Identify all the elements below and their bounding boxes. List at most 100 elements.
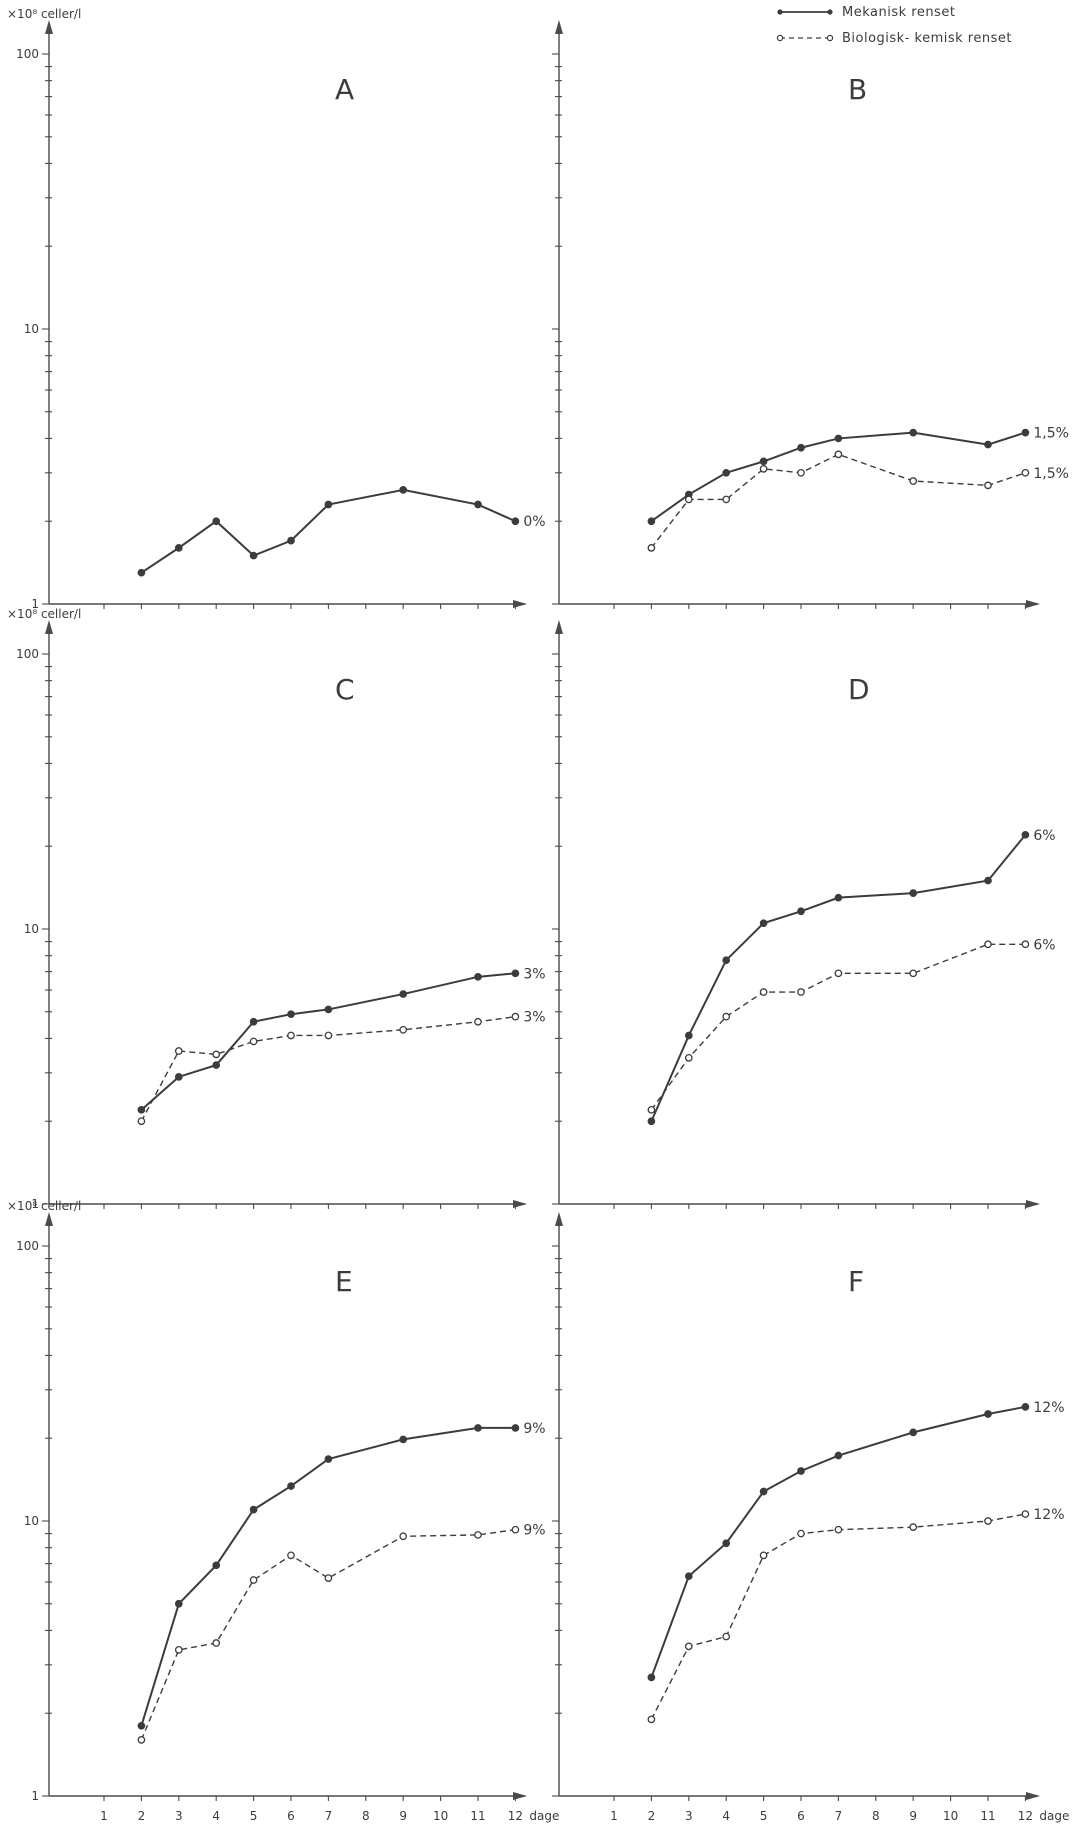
y-axis-arrow xyxy=(555,620,563,634)
data-point-biologisk xyxy=(511,1525,520,1534)
data-point-biologisk xyxy=(759,1551,768,1560)
x-tick-label: 5 xyxy=(760,1809,768,1823)
data-point-biologisk xyxy=(834,1525,843,1534)
data-point-biologisk xyxy=(647,544,656,552)
legend-dashed-marker-right xyxy=(826,34,834,42)
data-point-mekanisk xyxy=(1021,428,1030,437)
series-end-label: 1,5% xyxy=(1033,426,1069,442)
data-point-biologisk xyxy=(759,988,768,996)
legend-solid-marker-right xyxy=(827,9,833,15)
data-point-mekanisk xyxy=(287,1482,295,1490)
data-point-biologisk xyxy=(1021,940,1030,949)
y-axis-arrow xyxy=(555,20,563,34)
data-point-biologisk xyxy=(137,1736,146,1744)
data-point-mekanisk xyxy=(287,536,295,545)
panel-d: D 6% 6% xyxy=(552,620,1056,1209)
data-point-biologisk xyxy=(511,1012,520,1021)
data-point-mekanisk xyxy=(647,1673,656,1682)
data-point-mekanisk xyxy=(174,1599,183,1608)
data-point-biologisk xyxy=(174,1047,183,1055)
data-point-mekanisk xyxy=(984,876,992,885)
x-tick-label: 11 xyxy=(980,1809,995,1823)
data-point-biologisk xyxy=(984,481,992,490)
data-point-biologisk xyxy=(324,1031,333,1040)
x-tick-label: 12 xyxy=(1018,1809,1033,1823)
data-point-mekanisk xyxy=(249,1017,258,1026)
series-end-label: 0% xyxy=(523,514,545,530)
data-point-biologisk xyxy=(212,1050,221,1059)
data-point-mekanisk xyxy=(684,1031,693,1040)
legend: Mekanisk renset Biologisk- kemisk renset xyxy=(776,5,1011,46)
data-point-biologisk xyxy=(722,1632,731,1641)
data-point-biologisk xyxy=(137,1117,146,1126)
data-point-mekanisk xyxy=(759,919,768,928)
panel-letter: D xyxy=(848,673,870,706)
panel-a: 1 10 100 ×10⁸ celler/l A 0% xyxy=(7,7,546,611)
legend-solid-marker-left xyxy=(777,9,783,15)
series-end-label: 12% xyxy=(1033,1507,1064,1523)
y-tick-label: 1 xyxy=(31,597,39,611)
data-point-biologisk xyxy=(647,1715,656,1724)
data-point-mekanisk xyxy=(647,517,656,526)
data-point-mekanisk xyxy=(647,1117,656,1126)
data-point-mekanisk xyxy=(909,889,918,898)
data-point-biologisk xyxy=(287,1551,295,1560)
data-point-mekanisk xyxy=(249,551,258,560)
data-point-biologisk xyxy=(474,1531,482,1539)
data-point-mekanisk xyxy=(511,1424,520,1432)
series-end-label: 6% xyxy=(1033,937,1055,953)
x-tick-label: 1 xyxy=(100,1809,108,1823)
data-point-mekanisk xyxy=(834,893,843,902)
series-line-mekanisk xyxy=(140,972,516,1111)
data-point-biologisk xyxy=(797,1529,805,1538)
x-axis-label: dage xyxy=(529,1809,559,1823)
y-axis-arrow xyxy=(45,620,53,634)
data-point-mekanisk xyxy=(399,486,408,494)
x-tick-label: 12 xyxy=(508,1809,523,1823)
x-tick-label: 11 xyxy=(470,1809,485,1823)
data-point-mekanisk xyxy=(474,500,482,509)
data-point-mekanisk xyxy=(511,969,520,978)
x-axis-arrow xyxy=(513,1200,527,1208)
data-point-biologisk xyxy=(399,1532,408,1541)
data-point-biologisk xyxy=(684,1642,693,1651)
series-line-biologisk xyxy=(650,453,1026,549)
data-point-biologisk xyxy=(834,969,843,978)
panel-letter: C xyxy=(335,673,355,706)
data-point-mekanisk xyxy=(324,500,333,509)
y-tick-label: 10 xyxy=(24,922,39,936)
data-point-biologisk xyxy=(249,1037,258,1046)
data-point-mekanisk xyxy=(1021,1403,1030,1411)
data-point-mekanisk xyxy=(797,907,805,916)
x-tick-label: 9 xyxy=(399,1809,407,1823)
y-tick-label: 100 xyxy=(16,1239,39,1253)
data-point-mekanisk xyxy=(722,468,731,477)
panel-c: 1 10 100 ×10⁸ celler/l C 3% 3% xyxy=(7,607,546,1211)
y-axis-arrow xyxy=(45,20,53,34)
series-end-label: 9% xyxy=(523,1523,545,1539)
y-axis-arrow xyxy=(555,1212,563,1226)
data-point-mekanisk xyxy=(722,956,731,965)
y-tick-label: 1 xyxy=(31,1789,39,1803)
data-point-mekanisk xyxy=(909,1428,918,1437)
data-point-biologisk xyxy=(684,495,693,504)
data-point-mekanisk xyxy=(474,972,482,981)
y-tick-label: 10 xyxy=(24,1514,39,1528)
series-line-biologisk xyxy=(650,943,1026,1111)
series-end-label: 3% xyxy=(523,1010,545,1026)
series-end-label: 6% xyxy=(1033,828,1055,844)
data-point-mekanisk xyxy=(1021,830,1030,839)
x-tick-label: 8 xyxy=(872,1809,880,1823)
x-tick-label: 10 xyxy=(433,1809,448,1823)
series-end-label: 3% xyxy=(523,966,545,982)
x-axis-arrow xyxy=(1026,1792,1040,1800)
x-tick-label: 7 xyxy=(835,1809,843,1823)
x-tick-label: 4 xyxy=(212,1809,220,1823)
series-end-label: 1,5% xyxy=(1033,466,1069,482)
series-line-biologisk xyxy=(650,1513,1026,1720)
x-axis-arrow xyxy=(513,1792,527,1800)
data-point-mekanisk xyxy=(984,440,992,449)
panel-b: B 1,5% 1,5% xyxy=(552,20,1069,609)
